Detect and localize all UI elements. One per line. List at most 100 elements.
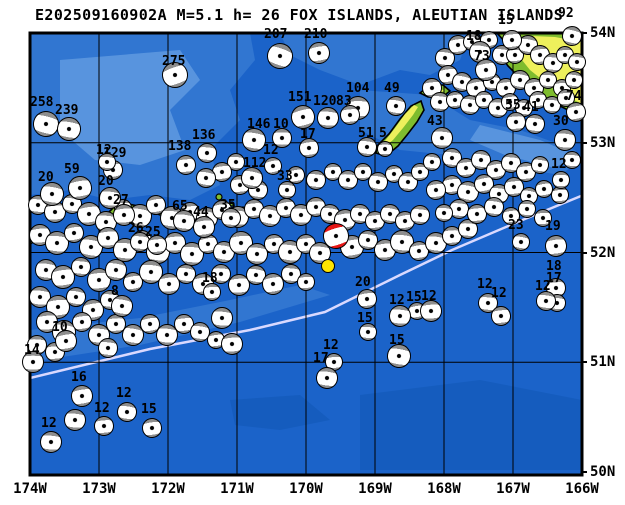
focal-mechanism-ball: [140, 416, 164, 440]
depth-label: 44: [193, 205, 209, 220]
depth-label: 12: [477, 277, 493, 292]
depth-label: 14: [24, 343, 40, 358]
bathymetry-patch: [360, 380, 582, 470]
focal-mechanism-ball: [490, 305, 512, 327]
focal-mechanism-ball: [384, 94, 408, 118]
depth-label: 73: [474, 49, 490, 64]
depth-label: 12: [323, 338, 339, 353]
focal-mechanism-ball: [39, 430, 63, 454]
depth-label: 239: [55, 103, 79, 118]
focal-mechanism-ball: [220, 332, 244, 356]
depth-label: 20: [38, 170, 54, 185]
depth-label: 210: [304, 27, 328, 42]
depth-label: 151: [288, 90, 312, 105]
focal-mechanism-ball: [552, 171, 570, 189]
depth-label: 55: [505, 98, 521, 113]
lat-axis-label: 54N: [590, 25, 616, 41]
depth-label: 23: [508, 218, 524, 233]
depth-label: 43: [427, 114, 443, 129]
depth-label: 10: [273, 117, 289, 132]
depth-label: 15: [406, 290, 422, 305]
focal-mechanism-ball: [97, 337, 119, 359]
depth-label: 15: [389, 333, 405, 348]
depth-label: 258: [30, 95, 54, 110]
depth-label: 12: [263, 143, 279, 158]
depth-label: 104: [346, 81, 370, 96]
depth-label: 41: [523, 100, 539, 115]
lat-axis-label: 51N: [590, 354, 616, 370]
island-highland: [383, 105, 418, 148]
focal-mechanism-ball: [22, 351, 44, 373]
focal-mechanism-ball: [263, 39, 297, 73]
focal-mechanism-ball: [543, 233, 569, 259]
focal-mechanism-ball: [559, 23, 585, 49]
depth-label: 20: [98, 174, 114, 189]
map-title: E202509160902A M=5.1 h= 26 FOX ISLANDS, …: [35, 6, 564, 24]
depth-label: 12: [41, 416, 57, 431]
depth-label: 20: [355, 275, 371, 290]
depth-label: 10: [52, 320, 68, 335]
focal-mechanism-ball: [175, 154, 197, 176]
focal-mechanism-ball: [93, 415, 115, 437]
lon-axis-label: 170W: [289, 481, 323, 497]
focal-mechanism-ball: [115, 400, 139, 424]
depth-label: 27: [113, 193, 129, 208]
depth-label: 136: [192, 128, 216, 143]
depth-label: 51: [358, 126, 374, 141]
lon-axis-label: 167W: [496, 481, 530, 497]
depth-label: 18: [202, 271, 218, 286]
depth-label: 12: [96, 143, 112, 158]
depth-label: 17: [313, 351, 329, 366]
depth-label: 207: [264, 27, 288, 42]
depth-label: 65: [172, 199, 188, 214]
depth-label: 12: [94, 401, 110, 416]
depth-label: 15: [141, 402, 157, 417]
lon-axis-label: 172W: [151, 481, 185, 497]
depth-label: 17: [300, 127, 316, 142]
depth-label: 275: [162, 54, 186, 69]
depth-label: 25: [145, 225, 161, 240]
depth-label: 12: [551, 157, 567, 172]
depth-label: 18: [546, 259, 562, 274]
depth-label: 12: [421, 289, 437, 304]
depth-label: 18: [466, 29, 482, 44]
focal-mechanism-ball: [210, 306, 234, 330]
depth-label: 74: [566, 89, 582, 104]
depth-label: 120: [313, 94, 337, 109]
focal-mechanism-ball: [510, 231, 532, 253]
focal-mechanism-ball: [69, 383, 95, 409]
focal-mechanism-ball: [552, 127, 578, 153]
depth-label: 17: [546, 271, 562, 286]
focal-mechanism-ball: [55, 115, 83, 143]
focal-mechanism-ball: [296, 272, 316, 292]
focal-mechanism-ball: [196, 142, 218, 164]
lat-axis-label: 50N: [590, 464, 616, 480]
lat-axis-label: 53N: [590, 135, 616, 151]
lon-axis-label: 169W: [358, 481, 392, 497]
depth-label: 8: [111, 284, 119, 299]
depth-label: 12: [389, 293, 405, 308]
depth-label: 15: [498, 13, 514, 28]
focal-mechanism-ball: [430, 126, 454, 150]
depth-label: 146: [247, 117, 271, 132]
focal-mechanism-ball: [316, 106, 340, 130]
depth-label: 35: [220, 198, 236, 213]
depth-label: 5: [379, 126, 387, 141]
depth-label: 19: [545, 219, 561, 234]
depth-label: 16: [71, 370, 87, 385]
event-epicenter-dot: [321, 259, 335, 273]
depth-label: 12: [491, 286, 507, 301]
depth-label: 92: [558, 6, 574, 21]
depth-label: 112: [243, 156, 267, 171]
depth-label: 26: [128, 221, 144, 236]
lon-axis-label: 173W: [82, 481, 116, 497]
bathymetry-patch: [230, 395, 330, 430]
focal-mechanism-ball: [306, 40, 332, 66]
focal-mechanism-ball: [62, 407, 88, 433]
depth-label: 138: [168, 139, 192, 154]
depth-label: 33: [277, 169, 293, 184]
depth-label: 12: [535, 279, 551, 294]
depth-label: 59: [64, 162, 80, 177]
